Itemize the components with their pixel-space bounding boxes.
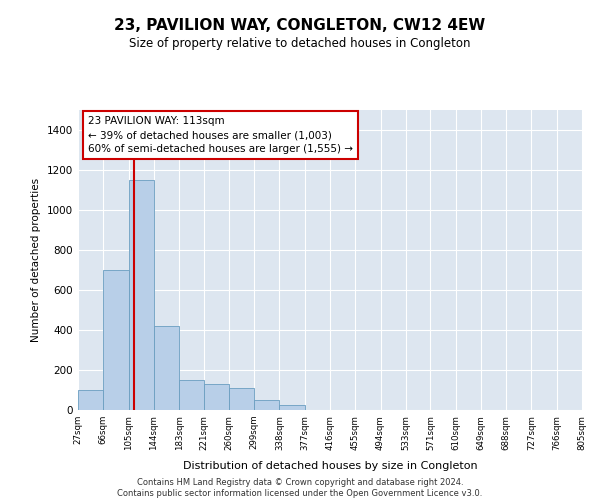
Bar (229, 388, 254, 410)
Bar (154, 326, 179, 410)
Bar (78, 390, 103, 410)
Y-axis label: Number of detached properties: Number of detached properties (31, 178, 41, 342)
Bar (280, 405, 305, 410)
X-axis label: Distribution of detached houses by size in Congleton: Distribution of detached houses by size … (182, 461, 478, 471)
Bar (128, 180, 154, 410)
Bar (103, 270, 128, 410)
Text: 23 PAVILION WAY: 113sqm
← 39% of detached houses are smaller (1,003)
60% of semi: 23 PAVILION WAY: 113sqm ← 39% of detache… (88, 116, 353, 154)
Text: 23, PAVILION WAY, CONGLETON, CW12 4EW: 23, PAVILION WAY, CONGLETON, CW12 4EW (115, 18, 485, 32)
Text: Contains HM Land Registry data © Crown copyright and database right 2024.
Contai: Contains HM Land Registry data © Crown c… (118, 478, 482, 498)
Bar (254, 400, 280, 410)
Bar (179, 380, 205, 410)
Bar (203, 384, 229, 410)
Text: Size of property relative to detached houses in Congleton: Size of property relative to detached ho… (129, 38, 471, 51)
